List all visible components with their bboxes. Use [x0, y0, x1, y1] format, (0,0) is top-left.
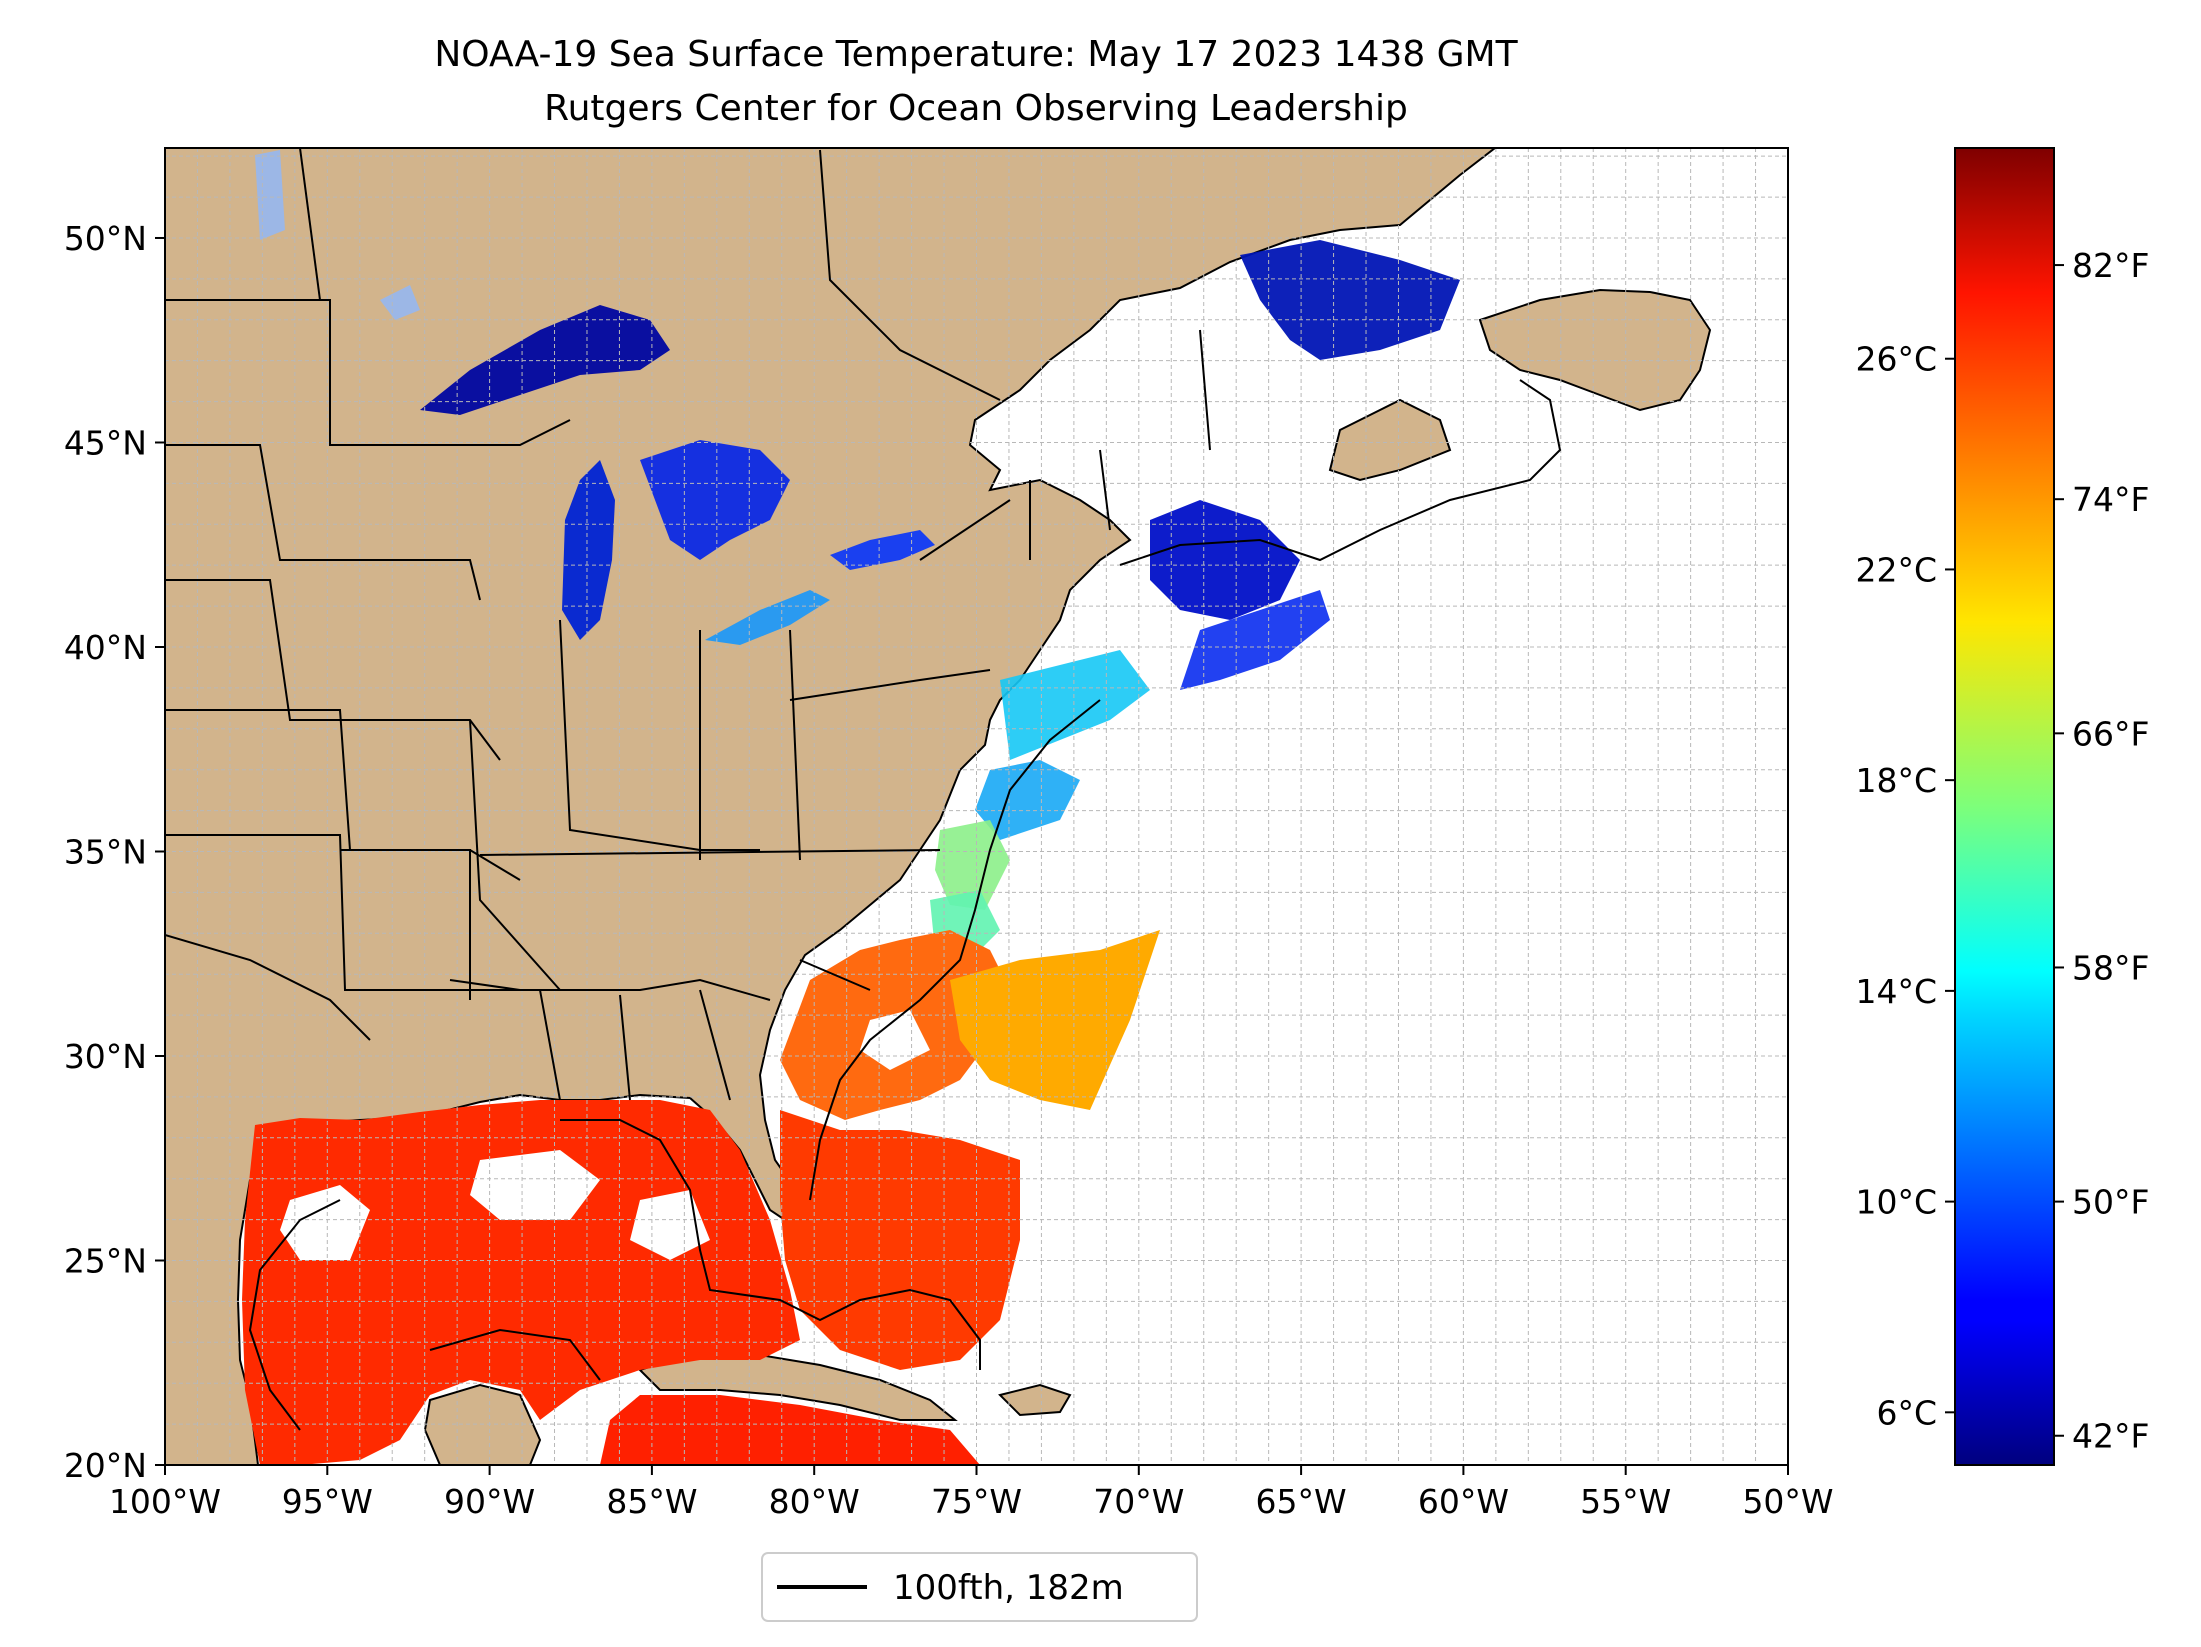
legend-label: 100fth, 182m	[893, 1568, 1124, 1608]
fahrenheit-tick-label: 58°F	[2072, 948, 2149, 987]
lake-nipigon	[380, 285, 420, 320]
sst-offshore-patch	[950, 930, 1160, 1110]
lon-tick-label: 85°W	[606, 1482, 697, 1521]
lon-tick-label: 60°W	[1418, 1482, 1509, 1521]
lat-tick-label: 20°N	[64, 1446, 147, 1485]
sst-gulf-of-mexico	[242, 1100, 800, 1465]
legend-box	[761, 1552, 1198, 1622]
lon-tick-label: 95°W	[282, 1482, 373, 1521]
lake-michigan	[562, 460, 615, 640]
legend: 100fth, 182m	[761, 1552, 1198, 1622]
cloud-gap-gulf-west	[280, 1185, 370, 1260]
lake-erie	[705, 590, 830, 645]
celsius-tick-label: 18°C	[1855, 761, 1937, 800]
land-hispaniola	[998, 1383, 1072, 1417]
longitude-axis: 100°W 95°W 90°W 85°W 80°W 75°W 70°W 65°W 60°W 55°…	[109, 1465, 1834, 1521]
lon-tick-label: 100°W	[109, 1482, 221, 1521]
colorbar	[1954, 147, 2055, 1466]
lon-tick-label: 65°W	[1256, 1482, 1347, 1521]
title-line-1: NOAA-19 Sea Surface Temperature: May 17 …	[434, 34, 1518, 75]
lake-winnipeg	[255, 150, 285, 240]
latitude-axis: 20°N 25°N 30°N 35°N 40°N 45°N 50°N	[64, 219, 165, 1485]
lake-ontario	[830, 530, 935, 570]
sst-caribbean	[600, 1395, 980, 1465]
sst-chesapeake	[935, 820, 1010, 910]
fahrenheit-tick-label: 74°F	[2072, 480, 2149, 519]
political-borders	[165, 148, 1211, 1101]
lat-tick-label: 40°N	[64, 628, 147, 667]
isobath-100fth	[248, 379, 1562, 1431]
lon-tick-label: 70°W	[1093, 1482, 1184, 1521]
cloud-gap-gulf-east	[630, 1190, 710, 1260]
lake-huron	[640, 440, 790, 560]
cloud-gap-atlantic	[860, 1010, 930, 1070]
sst-gulf-of-maine	[1150, 500, 1300, 620]
land-yucatan	[423, 1383, 542, 1465]
sst-scotian-shelf	[1180, 590, 1330, 690]
lat-tick-label: 35°N	[64, 832, 147, 871]
lat-tick-label: 50°N	[64, 219, 147, 258]
lat-tick-label: 25°N	[64, 1241, 147, 1280]
title-line-2: Rutgers Center for Ocean Observing Leade…	[544, 88, 1408, 129]
cloud-gap-gulf-central	[470, 1150, 600, 1220]
lon-tick-label: 75°W	[931, 1482, 1022, 1521]
lat-tick-label: 45°N	[64, 423, 147, 462]
celsius-tick-label: 10°C	[1855, 1183, 1937, 1222]
lon-tick-label: 90°W	[444, 1482, 535, 1521]
celsius-tick-label: 14°C	[1855, 972, 1937, 1011]
fahrenheit-tick-label: 42°F	[2072, 1417, 2149, 1456]
lake-superior	[420, 305, 670, 415]
map-panel	[165, 148, 1788, 1465]
sst-florida-straits	[780, 1110, 1020, 1370]
celsius-tick-label: 22°C	[1855, 550, 1937, 589]
sst-gulf-st-lawrence	[1240, 240, 1460, 360]
colorbar-celsius-axis: 6°C 10°C 14°C 18°C 22°C 26°C	[1855, 340, 1955, 1432]
sst-nj-shelf	[975, 760, 1080, 840]
sst-mid-atlantic-bight	[1000, 650, 1150, 760]
fahrenheit-tick-label: 66°F	[2072, 714, 2149, 753]
fahrenheit-tick-label: 50°F	[2072, 1183, 2149, 1222]
fahrenheit-tick-label: 82°F	[2072, 246, 2149, 285]
colorbar-fahrenheit-axis: 42°F 50°F 58°F 66°F 74°F 82°F	[2054, 246, 2149, 1456]
celsius-tick-label: 26°C	[1855, 340, 1937, 379]
celsius-tick-label: 6°C	[1876, 1393, 1937, 1432]
lon-tick-label: 80°W	[769, 1482, 860, 1521]
lon-tick-label: 55°W	[1580, 1482, 1671, 1521]
lon-tick-label: 50°W	[1742, 1482, 1833, 1521]
land-nova-scotia	[1328, 398, 1452, 482]
lat-tick-label: 30°N	[64, 1037, 147, 1076]
